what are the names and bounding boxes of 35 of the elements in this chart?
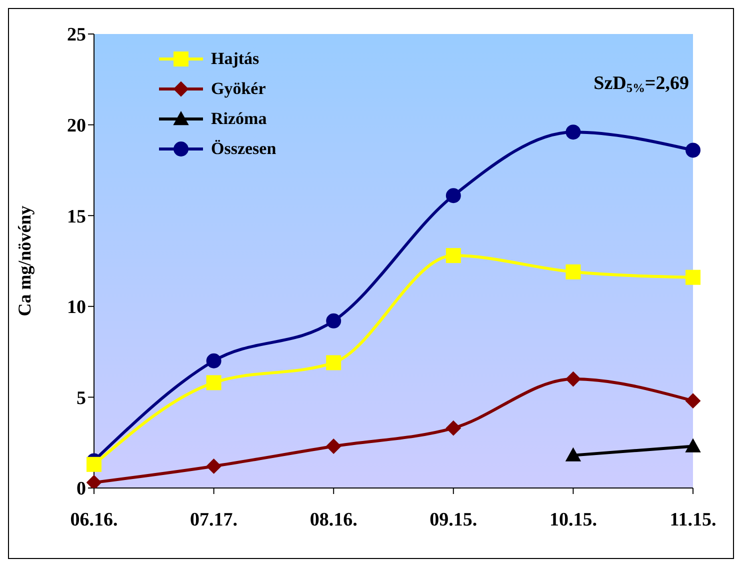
x-tick-label: 11.15. xyxy=(670,509,716,530)
y-tick-label: 15 xyxy=(67,206,86,228)
y-axis-title: Ca mg/növény xyxy=(14,206,34,316)
point xyxy=(326,438,342,454)
point xyxy=(446,248,461,264)
legend-label: Gyökér xyxy=(211,79,266,99)
point xyxy=(206,458,222,474)
point xyxy=(326,355,342,370)
point xyxy=(566,372,581,387)
legend-label: Összesen xyxy=(211,139,276,159)
x-tick-label: 06.16. xyxy=(70,509,118,530)
x-tick-label: 10.15. xyxy=(549,509,597,530)
point xyxy=(686,393,700,408)
y-tick-label: 5 xyxy=(76,388,86,409)
y-tick-label: 20 xyxy=(67,116,86,137)
x-tick-label: 08.16. xyxy=(310,509,358,530)
y-tick-label: 10 xyxy=(67,297,86,318)
point xyxy=(86,475,102,488)
point xyxy=(446,188,461,204)
point xyxy=(206,375,222,390)
annotation: SzD$_{5%}$=2,69 xyxy=(594,73,689,95)
point xyxy=(686,270,700,285)
x-tick-label: 09.15. xyxy=(430,509,478,530)
legend-label: Hajtás xyxy=(211,49,260,69)
x-tick-label: 07.17. xyxy=(190,509,238,530)
point xyxy=(326,313,342,328)
point xyxy=(86,456,102,472)
point xyxy=(686,142,700,158)
y-tick-label: 0 xyxy=(76,478,86,500)
point xyxy=(566,124,581,140)
point xyxy=(566,264,581,280)
y-tick-label: 25 xyxy=(67,24,86,46)
point xyxy=(206,353,222,368)
legend-label: Rizóma xyxy=(211,109,267,129)
point xyxy=(446,420,461,436)
